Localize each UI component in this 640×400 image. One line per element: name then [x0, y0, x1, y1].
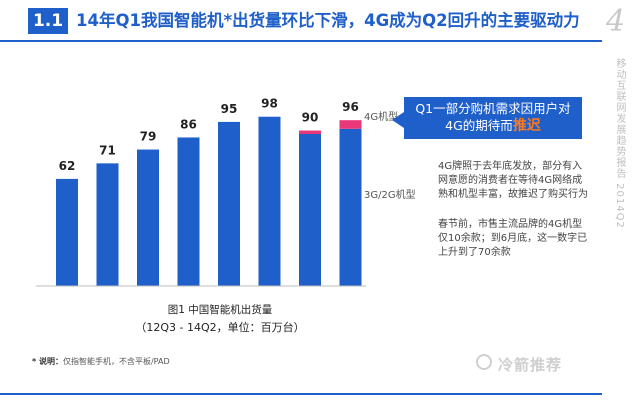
bar-3g2g-13Q3	[218, 121, 240, 286]
data-label-13Q3: 95	[221, 102, 238, 116]
x-tick-13Q2: 13Q2	[176, 293, 202, 294]
x-tick-13Q4: 13Q4	[257, 293, 283, 294]
data-label-14Q2: 96	[342, 100, 359, 114]
x-tick-13Q3: 13Q3	[216, 293, 242, 294]
slide-title: 14年Q1我国智能机*出货量环比下滑，4G成为Q2回升的主要驱动力	[76, 11, 580, 30]
bar-3g2g-14Q2	[339, 128, 362, 286]
data-label-12Q3: 62	[59, 159, 76, 173]
data-label-13Q1: 79	[140, 130, 157, 144]
x-tick-12Q3: 12Q3	[54, 293, 80, 294]
legend-3g2g: 3G/2G机型	[364, 190, 416, 201]
shipment-bar-chart: 62 12Q3 71 12Q4 79 13Q1 86 13Q2 95 13Q3 98 13Q4 90 14…	[36, 97, 366, 294]
chart-caption: 图1 中国智能机出货量	[167, 304, 273, 316]
note-4g-models: 春节前，市售主流品牌的4G机型仅10余款；到6月底，这一数字已上升到了70余款	[438, 219, 588, 258]
data-label-13Q4: 98	[261, 97, 278, 111]
legend-4g: 4G机型	[364, 112, 399, 123]
x-tick-13Q1: 13Q1	[135, 293, 161, 294]
bar-3g2g-14Q1	[299, 134, 321, 286]
header-divider	[0, 40, 602, 42]
callout-arrow	[392, 112, 404, 128]
note-4g-license: 4G牌照于去年底发放，部分有入网意愿的消费者在等待4G网络成熟和机型丰富，故推迟…	[438, 161, 588, 200]
page-number: 4	[606, 4, 626, 39]
x-tick-14Q2: 14Q2	[338, 293, 364, 294]
footer-divider	[0, 393, 602, 395]
footnote-text: 仅指智能手机，不含平板/PAD	[62, 357, 170, 366]
data-label-13Q2: 86	[180, 117, 197, 131]
slide-header: 1.1 14年Q1我国智能机*出货量环比下滑，4G成为Q2回升的主要驱动力	[0, 2, 602, 38]
bar-3g2g-12Q4	[96, 163, 119, 286]
side-strip	[602, 0, 640, 400]
data-label-12Q4: 71	[99, 143, 116, 157]
wechat-icon	[476, 354, 492, 370]
footnote-label: * 说明：	[32, 357, 63, 366]
x-tick-14Q1: 14Q1	[297, 293, 323, 294]
bar-3g2g-13Q2	[177, 137, 200, 286]
data-label-14Q1: 90	[302, 111, 319, 125]
bar-3g2g-13Q1	[137, 149, 159, 286]
footnote: * 说明：仅指智能手机，不含平板/PAD	[32, 356, 170, 367]
callout-highlight: 推迟	[512, 118, 541, 134]
bars-group: 62 12Q3 71 12Q4 79 13Q1 86 13Q2 95 13Q3 98 13Q4 90 14…	[54, 97, 363, 294]
bar-3g2g-12Q3	[56, 178, 78, 286]
report-name: 移动互联网发展趋势报告 2014Q2	[614, 58, 625, 229]
x-tick-12Q4: 12Q4	[95, 293, 121, 294]
section-number: 1.1	[28, 8, 68, 34]
callout-box: Q1一部分购机需求因用户对4G的期待而推迟	[404, 97, 582, 139]
chart-subcaption: （12Q3 - 14Q2，单位：百万台）	[135, 321, 305, 334]
bar-4g-14Q1	[299, 130, 321, 134]
watermark: 冷箭推荐	[498, 356, 563, 374]
bar-4g-14Q2	[339, 120, 362, 129]
callout-text: Q1一部分购机需求因用户对4G的期待而	[415, 101, 571, 133]
bar-3g2g-13Q4	[258, 116, 281, 287]
